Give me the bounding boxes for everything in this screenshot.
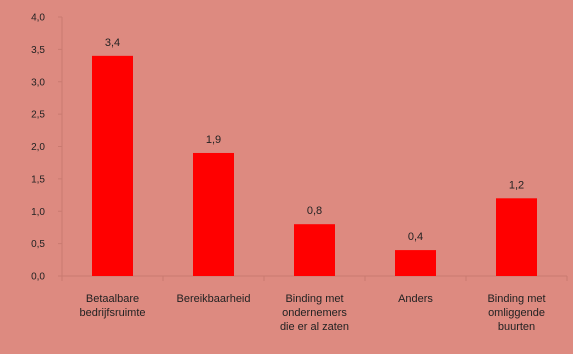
bar <box>193 152 234 276</box>
bars <box>92 55 537 276</box>
bar <box>496 198 537 276</box>
category-label-line: die er al zaten <box>280 321 349 333</box>
y-tick-label: 0,0 <box>31 272 45 283</box>
x-axis <box>61 275 568 281</box>
bar <box>395 250 436 276</box>
data-label: 3,4 <box>105 37 120 49</box>
y-tick-label: 2,0 <box>31 142 45 153</box>
category-label-line: buurten <box>498 321 535 333</box>
category-label-line: Bereikbaarheid <box>177 293 251 305</box>
category-label: Binding met ondernemers die er al zaten <box>280 293 349 333</box>
category-label: Binding met omliggende buurten <box>487 293 545 333</box>
category-label: Betaalbare bedrijfsruimte <box>79 293 145 319</box>
category-label: Bereikbaarheid <box>177 293 251 305</box>
y-tick-label: 1,5 <box>31 174 45 185</box>
category-label-line: Betaalbare <box>86 293 139 305</box>
data-labels: 3,4 1,9 0,8 0,4 1,2 <box>105 37 524 243</box>
category-label-line: Binding met <box>487 293 545 305</box>
category-labels: Betaalbare bedrijfsruimte Bereikbaarheid Bi… <box>79 293 545 333</box>
y-tick-label: 3,0 <box>31 77 45 88</box>
category-label: Anders <box>398 293 433 305</box>
data-label: 0,8 <box>307 205 322 217</box>
y-tick-label: 1,0 <box>31 207 45 218</box>
data-label: 1,9 <box>206 134 221 146</box>
category-label-line: bedrijfsruimte <box>79 307 145 319</box>
y-tick-label: 0,5 <box>31 239 45 250</box>
y-axis: 0,0 0,5 1,0 1,5 2,0 2,5 3,0 3,5 4,0 <box>31 13 63 283</box>
data-label: 1,2 <box>509 179 524 191</box>
bar <box>294 224 335 276</box>
category-label-line: ondernemers <box>282 307 347 319</box>
y-tick-label: 2,5 <box>31 110 45 121</box>
category-label-line: Binding met <box>285 293 343 305</box>
data-label: 0,4 <box>408 231 423 243</box>
bar <box>92 55 133 276</box>
y-tick-label: 4,0 <box>31 13 45 24</box>
y-tick-label: 3,5 <box>31 45 45 56</box>
category-label-line: Anders <box>398 293 433 305</box>
category-label-line: omliggende <box>488 307 545 319</box>
